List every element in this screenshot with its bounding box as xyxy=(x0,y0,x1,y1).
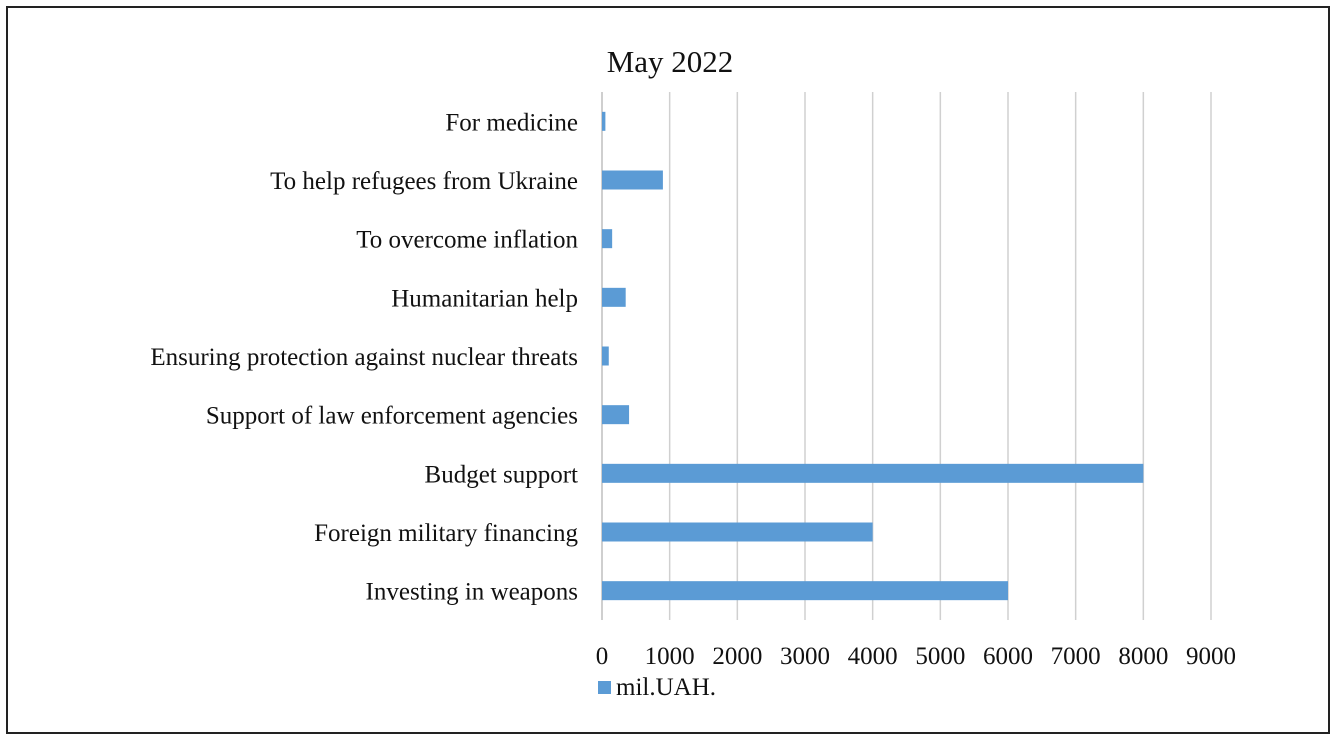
x-tick-label: 1000 xyxy=(645,643,695,670)
category-label: Foreign military financing xyxy=(314,520,578,547)
bar xyxy=(602,111,606,131)
x-tick-label: 5000 xyxy=(915,643,965,670)
x-tick-label: 7000 xyxy=(1051,643,1101,670)
bar xyxy=(602,522,873,542)
bar xyxy=(602,287,626,307)
legend-swatch xyxy=(598,681,611,694)
legend: mil.UAH. xyxy=(598,674,716,701)
bar xyxy=(602,581,1008,601)
category-label: Investing in weapons xyxy=(366,579,578,606)
x-tick-label: 6000 xyxy=(983,643,1033,670)
bar xyxy=(602,346,609,366)
chart-frame xyxy=(6,6,1330,734)
category-label: To overcome inflation xyxy=(356,227,578,254)
category-label: To help refugees from Ukraine xyxy=(270,168,578,195)
x-tick-label: 0 xyxy=(596,643,609,670)
legend-label: mil.UAH. xyxy=(616,674,716,701)
x-tick-label: 4000 xyxy=(848,643,898,670)
x-tick-labels: 0 1000 2000 3000 4000 5000 6000 7000 8000 9000 xyxy=(596,643,1236,670)
bar xyxy=(602,463,1144,483)
category-label: Support of law enforcement agencies xyxy=(206,403,578,430)
category-label: Humanitarian help xyxy=(391,285,578,312)
category-labels: Investing in weapons Foreign military fin… xyxy=(150,109,578,605)
category-label: For medicine xyxy=(445,109,578,136)
bar xyxy=(602,405,630,425)
x-tick-label: 8000 xyxy=(1118,643,1168,670)
x-tick-label: 2000 xyxy=(712,643,762,670)
bar xyxy=(602,170,663,190)
x-tick-label: 3000 xyxy=(780,643,830,670)
category-label: Budget support xyxy=(425,461,579,488)
category-label: Ensuring protection against nuclear thre… xyxy=(150,344,578,371)
x-tick-label: 9000 xyxy=(1186,643,1236,670)
chart-title: May 2022 xyxy=(607,44,734,79)
bar xyxy=(602,229,613,249)
bars xyxy=(602,111,1144,601)
